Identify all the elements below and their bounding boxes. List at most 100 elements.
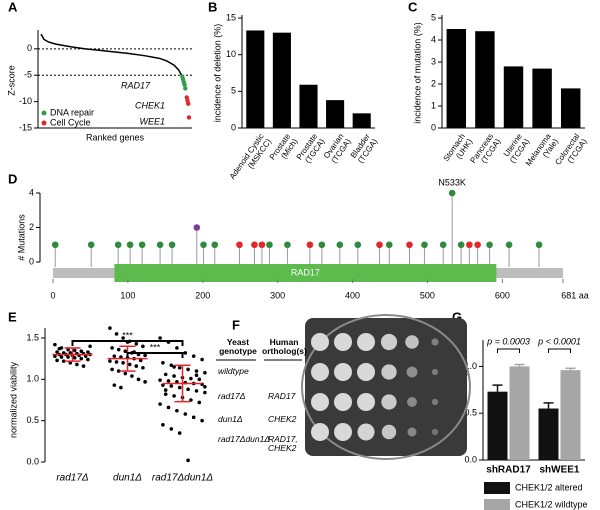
bar xyxy=(326,100,345,128)
x-axis-label: Ranked genes xyxy=(86,132,145,142)
bar xyxy=(446,29,467,128)
data-point xyxy=(163,372,168,377)
y-axis-label: incidence of deletion (%) xyxy=(212,24,222,123)
data-point xyxy=(112,383,117,387)
y-tick-label: 3 xyxy=(431,56,436,66)
yeast-spot xyxy=(311,363,329,381)
data-point xyxy=(86,350,90,354)
data-point xyxy=(161,361,165,365)
lollipop-head xyxy=(318,241,326,249)
significance-bracket xyxy=(548,348,571,353)
yeast-spot xyxy=(380,333,398,351)
curve xyxy=(40,33,183,76)
significance-bracket xyxy=(126,352,184,358)
legend-marker xyxy=(41,120,47,126)
data-point xyxy=(203,390,207,395)
data-point xyxy=(158,402,162,406)
bar xyxy=(560,88,581,128)
legend-label: DNA repair xyxy=(50,107,94,117)
y-tick-label: 4 xyxy=(431,34,436,44)
y-tick-label: 0.5 xyxy=(464,408,477,418)
data-point xyxy=(175,408,179,413)
data-point xyxy=(203,370,207,375)
bar xyxy=(503,66,524,128)
data-point xyxy=(138,358,143,363)
y-tick-label: 0 xyxy=(231,122,236,132)
data-point xyxy=(130,374,134,378)
data-point xyxy=(169,427,174,431)
panel-label: D xyxy=(8,171,17,186)
data-point xyxy=(166,379,171,383)
y-axis-label: normalized viability xyxy=(8,361,18,438)
y-tick-label: 0 xyxy=(431,122,436,132)
y-axis-label: incidence of mutation (%) xyxy=(412,22,422,124)
data-point xyxy=(123,371,128,376)
data-point xyxy=(189,376,193,381)
data-point xyxy=(112,354,117,358)
data-point xyxy=(123,349,128,354)
yeast-spot xyxy=(431,368,439,376)
data-point xyxy=(108,326,112,330)
lollipop-head xyxy=(168,241,176,249)
y-tick-label: -5 xyxy=(24,70,32,80)
y-tick-label: 5 xyxy=(431,12,436,22)
data-point xyxy=(141,365,145,370)
data-point xyxy=(121,336,125,340)
lollipop-head xyxy=(421,241,428,249)
lollipop-head xyxy=(193,224,201,231)
x-tick-label: rad17Δdun1Δ xyxy=(152,473,214,484)
data-point xyxy=(79,349,84,354)
significance-bracket xyxy=(71,340,184,346)
data-point xyxy=(59,355,64,359)
bar xyxy=(538,408,559,460)
x-tick-label: 681 aa xyxy=(561,290,589,300)
x-tick-label: 300 xyxy=(270,290,285,300)
lollipop-head xyxy=(486,241,493,249)
data-point xyxy=(110,346,114,350)
yeast-spot xyxy=(357,363,375,381)
data-point xyxy=(172,394,176,398)
data-point xyxy=(158,336,162,340)
data-point xyxy=(116,369,121,373)
data-point xyxy=(169,363,174,368)
yeast-spot xyxy=(407,397,417,407)
data-point xyxy=(194,373,199,378)
data-point xyxy=(127,362,132,367)
significance-label: *** xyxy=(150,342,161,352)
y-tick-label: 0.0 xyxy=(464,454,477,464)
yeast-spot xyxy=(431,398,439,406)
panel-label: A xyxy=(8,0,18,14)
bar xyxy=(532,68,552,128)
data-point xyxy=(177,385,182,390)
bar xyxy=(560,370,581,460)
data-point xyxy=(183,351,188,355)
data-point xyxy=(194,389,199,393)
p-value: p < 0.0001 xyxy=(537,336,581,346)
yeast-spot xyxy=(311,423,329,441)
data-point xyxy=(75,362,79,367)
yeast-spot xyxy=(381,394,397,410)
y-tick-label: 0 xyxy=(27,43,32,53)
bar xyxy=(475,31,495,129)
x-tick-label: 0 xyxy=(50,290,55,300)
data-point xyxy=(197,377,202,382)
genotype: dun1Δ xyxy=(218,414,243,424)
legend-swatch xyxy=(484,499,510,510)
lollipop-head xyxy=(535,241,543,249)
genotype: rad17Δdun1Δ xyxy=(218,434,271,444)
lollipop-head xyxy=(266,241,273,249)
data-point xyxy=(83,354,88,358)
genotype: rad17Δ xyxy=(218,391,246,401)
data-point xyxy=(143,353,147,358)
data-point xyxy=(55,350,59,354)
y-tick-label: 0 xyxy=(29,256,34,266)
yeast-spot xyxy=(334,363,352,381)
data-point xyxy=(114,360,119,364)
lollipop-head xyxy=(354,241,362,249)
data-point xyxy=(116,347,121,352)
data-point xyxy=(110,367,114,372)
gene-label: WEE1 xyxy=(139,116,165,126)
significance-bracket xyxy=(497,348,520,353)
data-point xyxy=(186,387,190,392)
